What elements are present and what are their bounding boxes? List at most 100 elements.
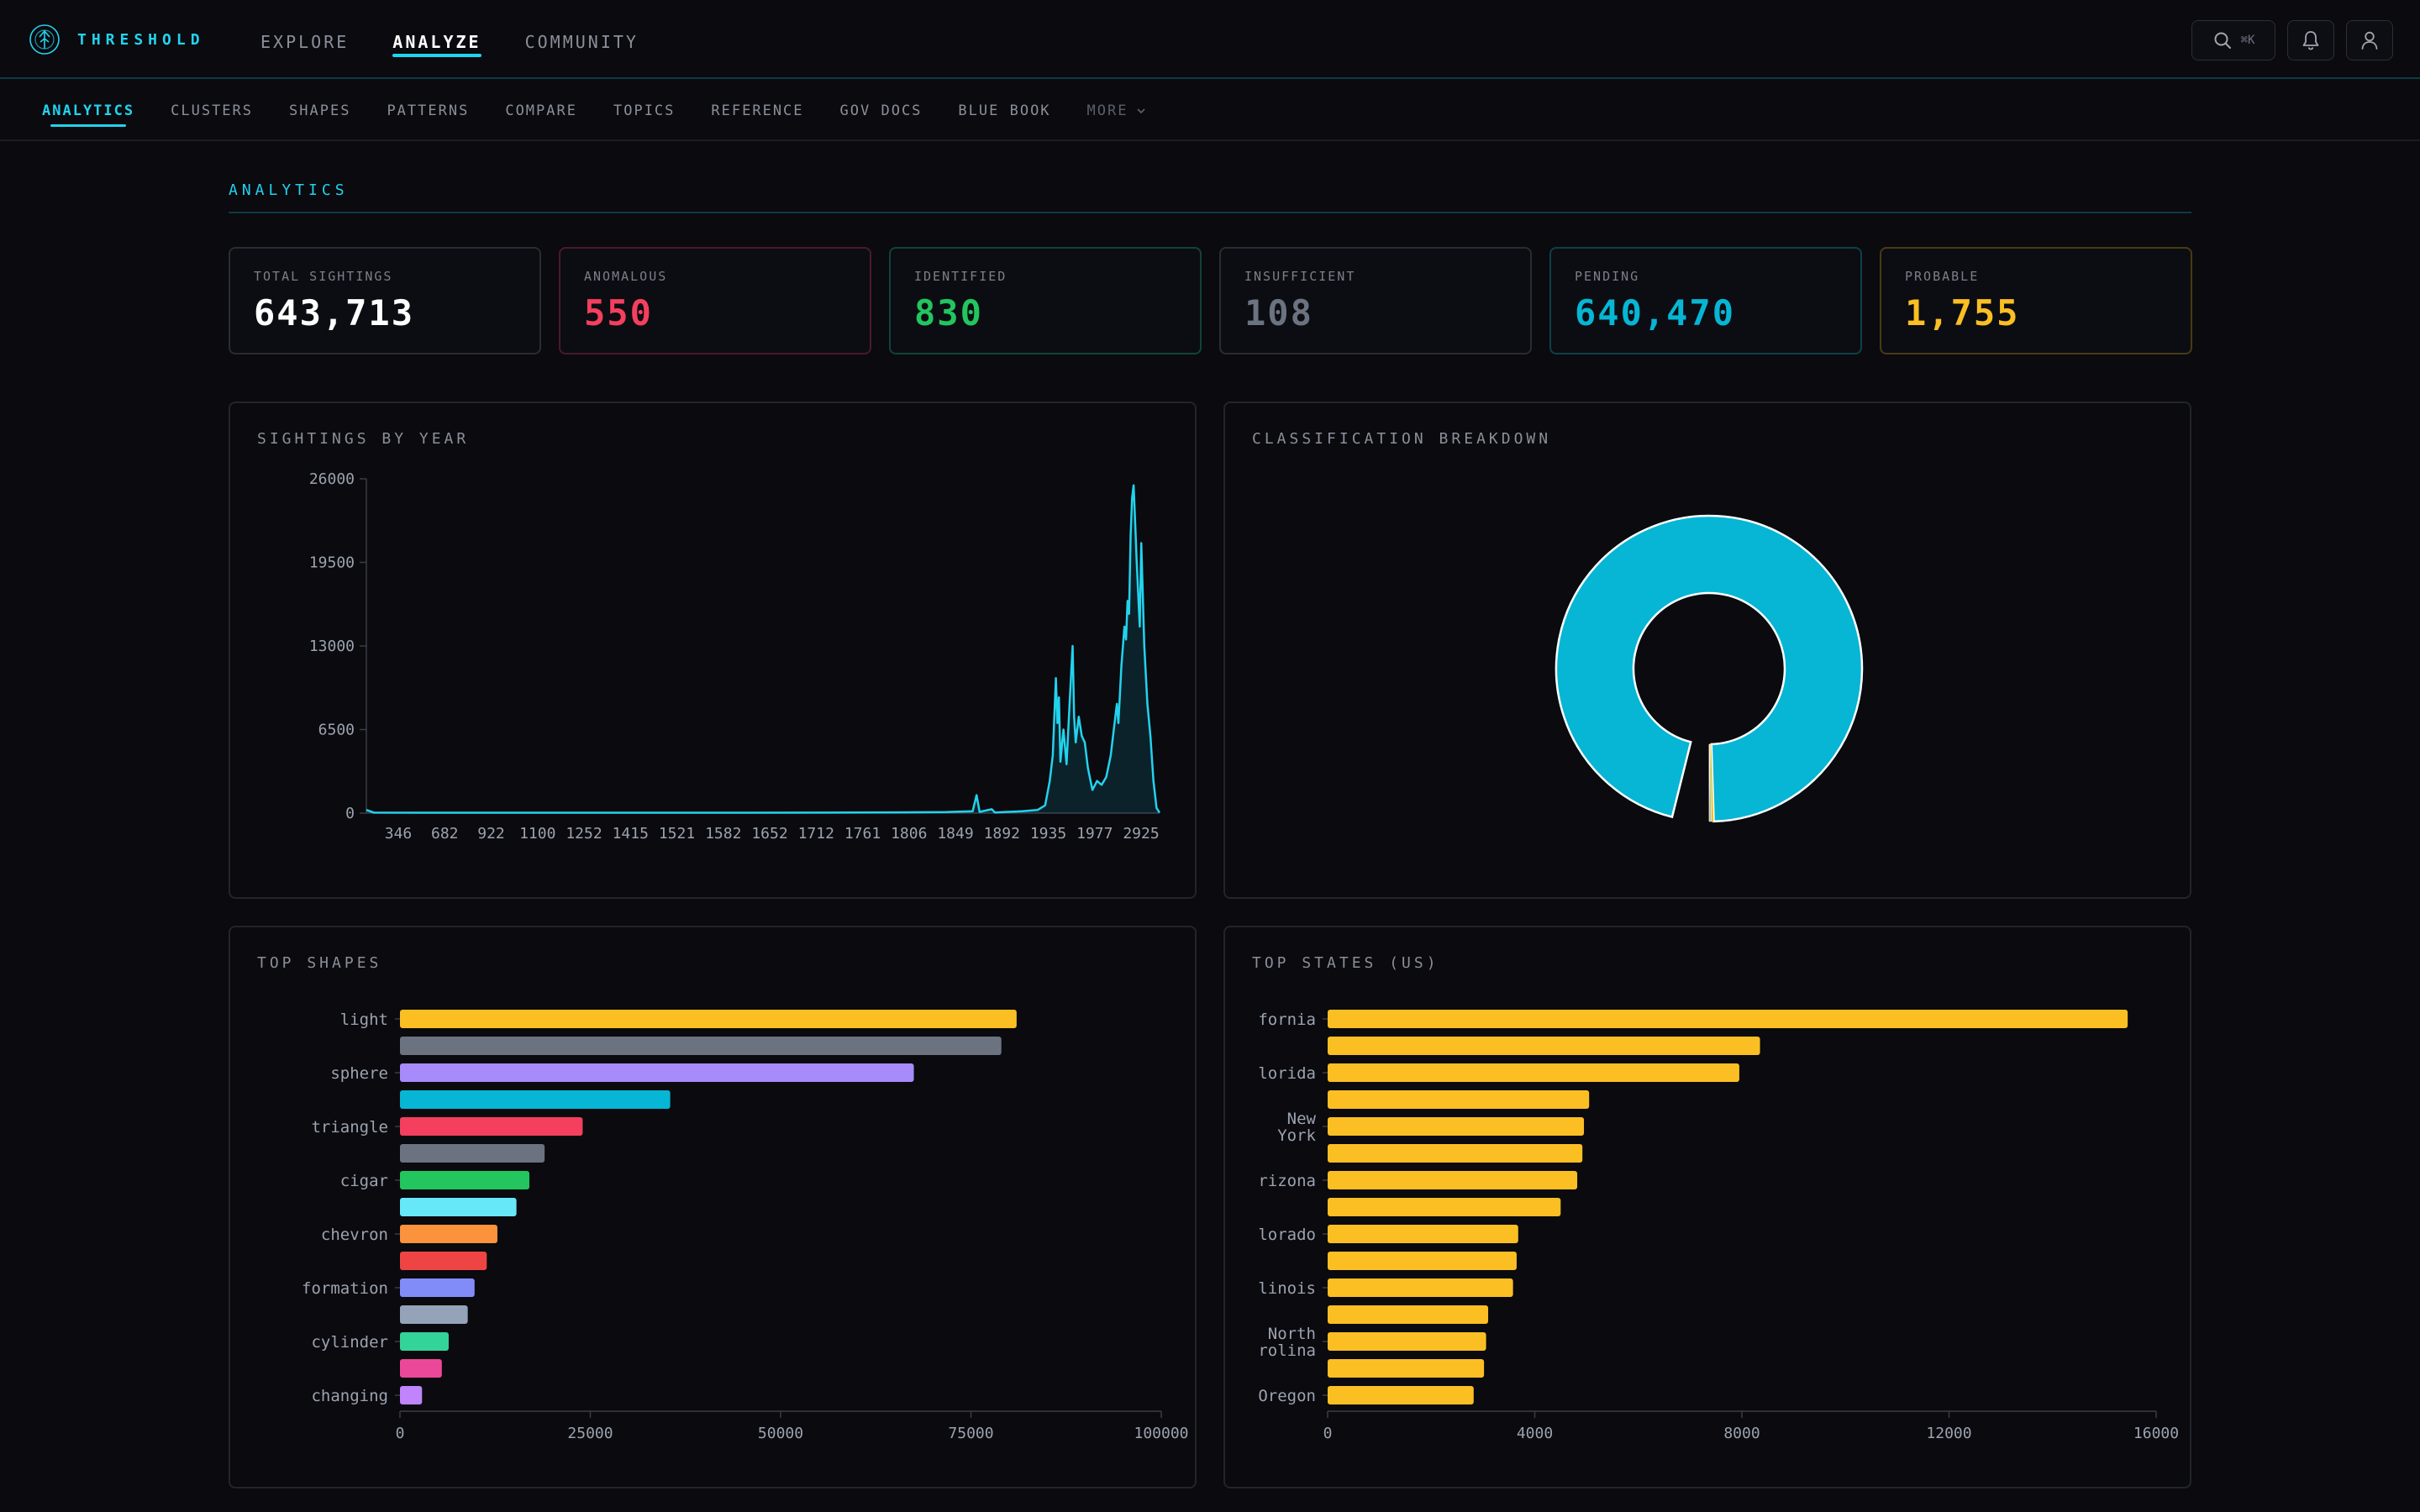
bar-unlabeled-5[interactable]	[400, 1144, 545, 1163]
x-tick-label: 50000	[758, 1425, 803, 1442]
y-tick-label: formation	[302, 1279, 388, 1298]
subnav-tab-label: ANALYTICS	[42, 102, 135, 119]
x-tick-label: 1100	[519, 825, 555, 843]
x-tick-label: 0	[1323, 1425, 1333, 1442]
panel-title: TOP STATES (US)	[1252, 954, 1439, 972]
bar-north-rolina-12[interactable]	[1328, 1332, 1486, 1351]
stat-card-pending: PENDING 640,470	[1549, 247, 1862, 354]
stat-card-insufficient: INSUFFICIENT 108	[1219, 247, 1532, 354]
main-nav-explore[interactable]: EXPLORE	[260, 32, 350, 52]
profile-button[interactable]	[2346, 20, 2393, 60]
panel-title: TOP SHAPES	[257, 954, 382, 972]
classification-donut-chart	[1555, 514, 1864, 823]
search-button[interactable]: ⌘K	[2191, 20, 2275, 60]
bar-triangle-4[interactable]	[400, 1117, 583, 1136]
sightings-by-year-panel: SIGHTINGS BY YEAR 0 6500 13000 19500 26000 34…	[229, 402, 1197, 899]
bar-fornia-0[interactable]	[1328, 1010, 2128, 1028]
y-tick-label: changing	[311, 1387, 388, 1405]
bar-unlabeled-1[interactable]	[400, 1037, 1002, 1055]
subnav-tab-label: GOV DOCS	[839, 102, 923, 119]
brand-logo[interactable]: THRESHOLD	[29, 24, 205, 55]
subnav-tab-patterns[interactable]: PATTERNS	[387, 81, 469, 141]
bar-unlabeled-3[interactable]	[400, 1090, 671, 1109]
bar-lorado-8[interactable]	[1328, 1225, 1518, 1243]
y-tick-label: fornia	[1258, 1011, 1316, 1029]
x-tick-label: 1415	[613, 825, 649, 843]
series-area	[366, 485, 1160, 813]
stat-card-probable: PROBABLE 1,755	[1880, 247, 2192, 354]
panel-title: CLASSIFICATION BREAKDOWN	[1252, 430, 1552, 448]
bar-unlabeled-11[interactable]	[400, 1305, 468, 1324]
bar-unlabeled-7[interactable]	[400, 1198, 517, 1216]
series-line	[366, 484, 1161, 814]
stat-value: 550	[584, 292, 653, 333]
bar-unlabeled-7[interactable]	[1328, 1198, 1561, 1216]
y-tick-label: 19500	[309, 554, 355, 572]
bar-formation-10[interactable]	[400, 1278, 475, 1297]
bar-new-york-4[interactable]	[1328, 1117, 1585, 1136]
panel-title: SIGHTINGS BY YEAR	[257, 430, 470, 448]
bell-icon	[2302, 31, 2319, 50]
bar-sphere-2[interactable]	[400, 1063, 914, 1082]
bar-unlabeled-1[interactable]	[1328, 1037, 1760, 1055]
bar-chevron-8[interactable]	[400, 1225, 497, 1243]
subnav-tab-clusters[interactable]: CLUSTERS	[171, 81, 253, 141]
x-tick-label: 1582	[705, 825, 741, 843]
subnav-tab-gov-docs[interactable]: GOV DOCS	[840, 81, 923, 141]
subnav-tab-topics[interactable]: TOPICS	[613, 81, 675, 141]
bar-oregon-14[interactable]	[1328, 1386, 1474, 1404]
y-tick-label: sphere	[330, 1064, 388, 1083]
subnav-tab-label: SHAPES	[289, 102, 351, 119]
subnav-tab-label: PATTERNS	[387, 102, 470, 119]
subnav-tab-more[interactable]: MORE	[1087, 81, 1147, 141]
y-tick-label: cigar	[340, 1172, 388, 1190]
stat-value: 640,470	[1575, 292, 1736, 333]
stat-value: 108	[1244, 292, 1313, 333]
bar-light-0[interactable]	[400, 1010, 1017, 1028]
subnav-tab-blue-book[interactable]: BLUE BOOK	[958, 81, 1050, 141]
main-nav: EXPLORE ANALYZE COMMUNITY	[260, 0, 682, 79]
y-tick-label: rolina	[1258, 1341, 1316, 1360]
subnav-tab-compare[interactable]: COMPARE	[505, 81, 577, 141]
stat-label: PROBABLE	[1905, 269, 1980, 284]
notifications-button[interactable]	[2287, 20, 2334, 60]
bar-cigar-6[interactable]	[400, 1171, 530, 1189]
search-shortcut: ⌘K	[2240, 34, 2255, 47]
bar-unlabeled-11[interactable]	[1328, 1305, 1489, 1324]
y-tick-label: 0	[345, 805, 355, 822]
bar-unlabeled-5[interactable]	[1328, 1144, 1583, 1163]
donut-slice-pending[interactable]	[1555, 514, 1864, 823]
subnav-tab-shapes[interactable]: SHAPES	[289, 81, 350, 141]
bar-rizona-6[interactable]	[1328, 1171, 1578, 1189]
x-tick-label: 100000	[1134, 1425, 1188, 1442]
bar-unlabeled-13[interactable]	[1328, 1359, 1485, 1378]
subnav-tab-label: TOPICS	[613, 102, 676, 119]
bar-changing-14[interactable]	[400, 1386, 423, 1404]
bar-unlabeled-9[interactable]	[1328, 1252, 1517, 1270]
subnav-tab-reference[interactable]: REFERENCE	[711, 81, 803, 141]
section-divider	[229, 212, 2191, 213]
bar-unlabeled-3[interactable]	[1328, 1090, 1590, 1109]
bar-linois-10[interactable]	[1328, 1278, 1513, 1297]
x-tick-label: 1652	[751, 825, 787, 843]
x-tick-label: 8000	[1723, 1425, 1760, 1442]
main-nav-community[interactable]: COMMUNITY	[524, 32, 639, 52]
bar-unlabeled-13[interactable]	[400, 1359, 442, 1378]
subnav-tab-analytics[interactable]: ANALYTICS	[42, 81, 134, 141]
bar-cylinder-12[interactable]	[400, 1332, 449, 1351]
main-nav-analyze[interactable]: ANALYZE	[392, 0, 481, 79]
y-tick-label: triangle	[311, 1118, 388, 1137]
bar-unlabeled-9[interactable]	[400, 1252, 487, 1270]
subnav-tab-label: BLUE BOOK	[958, 102, 1051, 119]
x-tick-label: 1977	[1076, 825, 1113, 843]
stat-label: TOTAL SIGHTINGS	[254, 269, 393, 284]
subnav-tab-label: COMPARE	[505, 102, 577, 119]
x-tick-label: 346	[385, 825, 413, 843]
chevron-down-icon	[1136, 108, 1145, 114]
bar-lorida-2[interactable]	[1328, 1063, 1739, 1082]
x-tick-label: 1761	[844, 825, 881, 843]
sub-nav-bar: ANALYTICS CLUSTERS SHAPES PATTERNS COMPARE TO…	[0, 81, 2420, 141]
sub-nav: ANALYTICS CLUSTERS SHAPES PATTERNS COMPARE TO…	[42, 81, 1183, 141]
stat-card-anomalous: ANOMALOUS 550	[559, 247, 871, 354]
y-tick-label: chevron	[321, 1226, 388, 1244]
